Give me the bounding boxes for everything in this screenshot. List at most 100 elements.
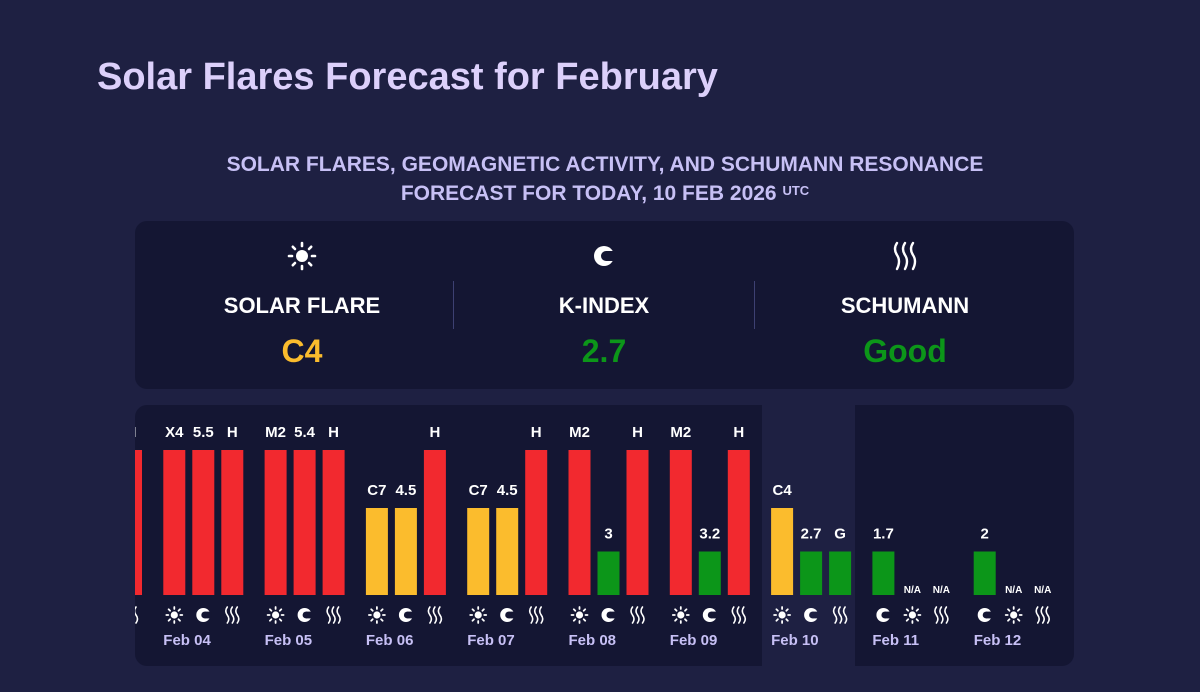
subtitle-line-1: Solar Flares, Geomagnetic Activity, and … xyxy=(226,153,984,176)
k-index-value: 2.7 xyxy=(581,333,627,369)
forecast-bar-chart[interactable]: H X4 5.5 H Feb 04 M2 5.4 H Feb 05 C7 4.5 H Feb 06 C7 4… xyxy=(135,405,1074,666)
bar-value-label: 5.5 xyxy=(193,424,214,441)
bar-value-label: C7 xyxy=(367,482,386,499)
date-label: Feb 12 xyxy=(974,632,1022,649)
date-label: Feb 04 xyxy=(163,632,211,649)
bar-schumann xyxy=(829,551,852,595)
magnet-icon xyxy=(196,608,212,622)
sun-icon xyxy=(671,606,690,624)
na-label: N/A xyxy=(904,585,921,596)
bar-schumann xyxy=(525,450,548,595)
bar-value-label: H xyxy=(135,424,136,441)
bar-schumann xyxy=(135,450,142,595)
utc-label: UTC xyxy=(782,183,810,198)
bar-value-label: 1.7 xyxy=(873,526,894,543)
magnet-icon xyxy=(601,608,617,622)
bar-value-label: M2 xyxy=(265,424,286,441)
k-index-label: K-INDEX xyxy=(558,293,650,318)
date-label: Feb 10 xyxy=(771,632,819,649)
bar-flare xyxy=(163,450,186,595)
bar-flare xyxy=(771,508,794,595)
forecast-subtitle: Solar Flares, Geomagnetic Activity, and … xyxy=(0,150,1200,208)
waves-icon xyxy=(934,606,949,624)
magnet-icon xyxy=(876,608,892,622)
sun-icon xyxy=(903,606,922,624)
subtitle-line-2: Forecast for today, 10 Feb 2026 UTC xyxy=(400,182,810,205)
bar-value-label: 3 xyxy=(604,526,612,543)
waves-icon xyxy=(755,241,1055,271)
sun-icon xyxy=(469,606,488,624)
bar-value-label: 2.7 xyxy=(801,526,822,543)
schumann-value: Good xyxy=(863,333,947,369)
bar-k xyxy=(293,450,316,595)
magnet-icon xyxy=(398,608,415,622)
na-label: N/A xyxy=(1005,585,1022,596)
bar-value-label: M2 xyxy=(569,424,590,441)
bar-schumann xyxy=(626,450,649,595)
sun-icon xyxy=(570,606,589,624)
solar-flare-label: SOLAR FLARE xyxy=(223,293,381,318)
bar-k xyxy=(800,551,823,595)
sun-icon xyxy=(266,606,285,624)
magnet-icon xyxy=(702,608,719,622)
magnet-icon xyxy=(297,608,313,622)
bar-value-label: C7 xyxy=(469,482,488,499)
bar-value-label: 2 xyxy=(981,526,989,543)
waves-icon xyxy=(135,606,139,624)
summary-schumann: SCHUMANN Good xyxy=(755,221,1055,389)
magnet-icon xyxy=(500,608,516,622)
sun-icon xyxy=(152,241,452,271)
bar-value-label: H xyxy=(328,424,339,441)
sun-icon xyxy=(773,606,791,624)
bar-flare xyxy=(467,508,490,595)
waves-icon xyxy=(225,606,240,624)
magnet-icon xyxy=(804,608,820,622)
bar-value-label: 4.5 xyxy=(395,482,416,499)
waves-icon xyxy=(427,606,443,624)
bar-value-label: H xyxy=(531,424,542,441)
magnet-icon xyxy=(977,608,994,622)
na-label: N/A xyxy=(1034,585,1051,596)
bar-value-label: 5.4 xyxy=(294,424,316,441)
page-title: Solar Flares Forecast for February xyxy=(97,56,718,98)
bar-value-label: H xyxy=(632,424,643,441)
summary-solar-flare: SOLAR FLARE C4 xyxy=(152,221,452,389)
bar-schumann xyxy=(423,450,446,595)
bar-value-label: M2 xyxy=(670,424,691,441)
date-label: Feb 09 xyxy=(670,632,718,649)
bar-value-label: G xyxy=(834,526,846,543)
summary-k-index: K-INDEX 2.7 xyxy=(454,221,754,389)
date-label: Feb 08 xyxy=(569,632,617,649)
sun-icon xyxy=(367,606,386,624)
bar-flare xyxy=(669,450,692,595)
bar-chart-svg: H X4 5.5 H Feb 04 M2 5.4 H Feb 05 C7 4.5 H Feb 06 C7 4… xyxy=(135,424,1051,649)
bar-schumann xyxy=(322,450,345,595)
waves-icon xyxy=(832,606,848,624)
schumann-label: SCHUMANN xyxy=(840,293,970,318)
bar-k xyxy=(597,551,620,595)
date-label: Feb 11 xyxy=(872,632,919,649)
waves-icon xyxy=(731,606,747,624)
bar-value-label: H xyxy=(429,424,440,441)
summary-card: SOLAR FLARE C4 K-INDEX 2.7 SCHUMANN xyxy=(135,221,1074,389)
bar-value-label: 4.5 xyxy=(497,482,518,499)
summary-divider xyxy=(453,281,454,329)
sun-icon xyxy=(1004,606,1023,624)
date-label: Feb 07 xyxy=(467,632,515,649)
bar-value-label: C4 xyxy=(773,482,793,499)
sun-icon xyxy=(165,606,184,624)
waves-icon xyxy=(326,606,341,624)
date-label: Feb 05 xyxy=(265,632,313,649)
bar-k xyxy=(872,551,895,595)
bar-value-label: H xyxy=(227,424,238,441)
bar-flare xyxy=(568,450,591,595)
bar-value-label: 3.2 xyxy=(699,526,720,543)
magnet-icon xyxy=(454,241,754,271)
bar-k xyxy=(394,508,417,595)
waves-icon xyxy=(1035,606,1050,624)
bar-value-label: X4 xyxy=(165,424,184,441)
waves-icon xyxy=(630,606,645,624)
bar-schumann xyxy=(727,450,750,595)
bar-k xyxy=(973,551,996,595)
bar-value-label: H xyxy=(733,424,744,441)
